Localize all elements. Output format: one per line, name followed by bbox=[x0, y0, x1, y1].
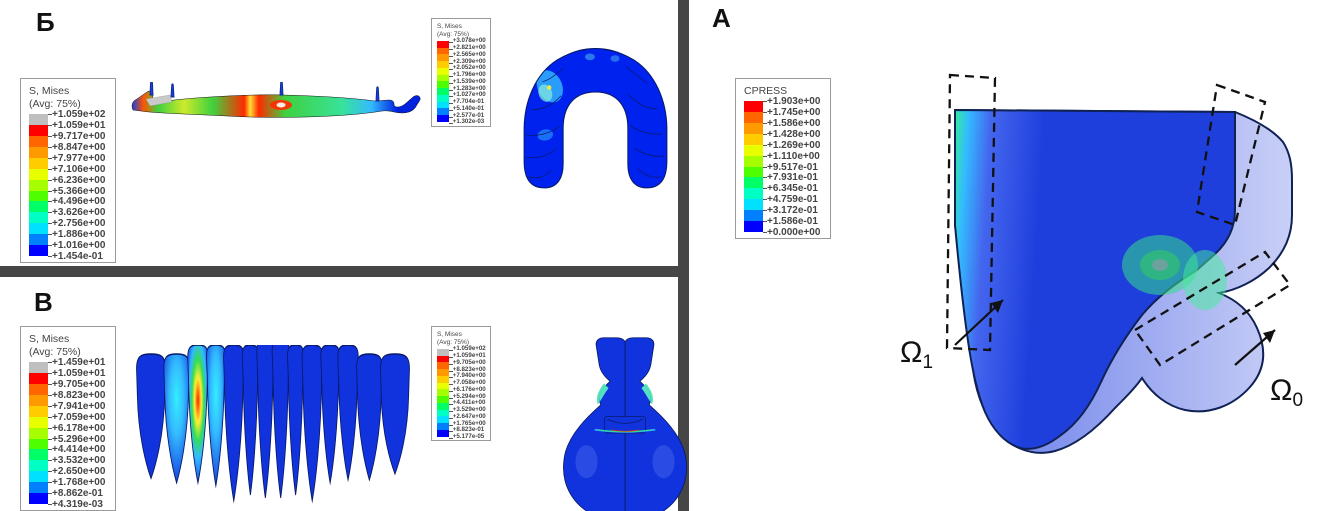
svg-text:Ω0: Ω0 bbox=[1270, 374, 1303, 411]
svg-text:Ω1: Ω1 bbox=[900, 336, 933, 373]
